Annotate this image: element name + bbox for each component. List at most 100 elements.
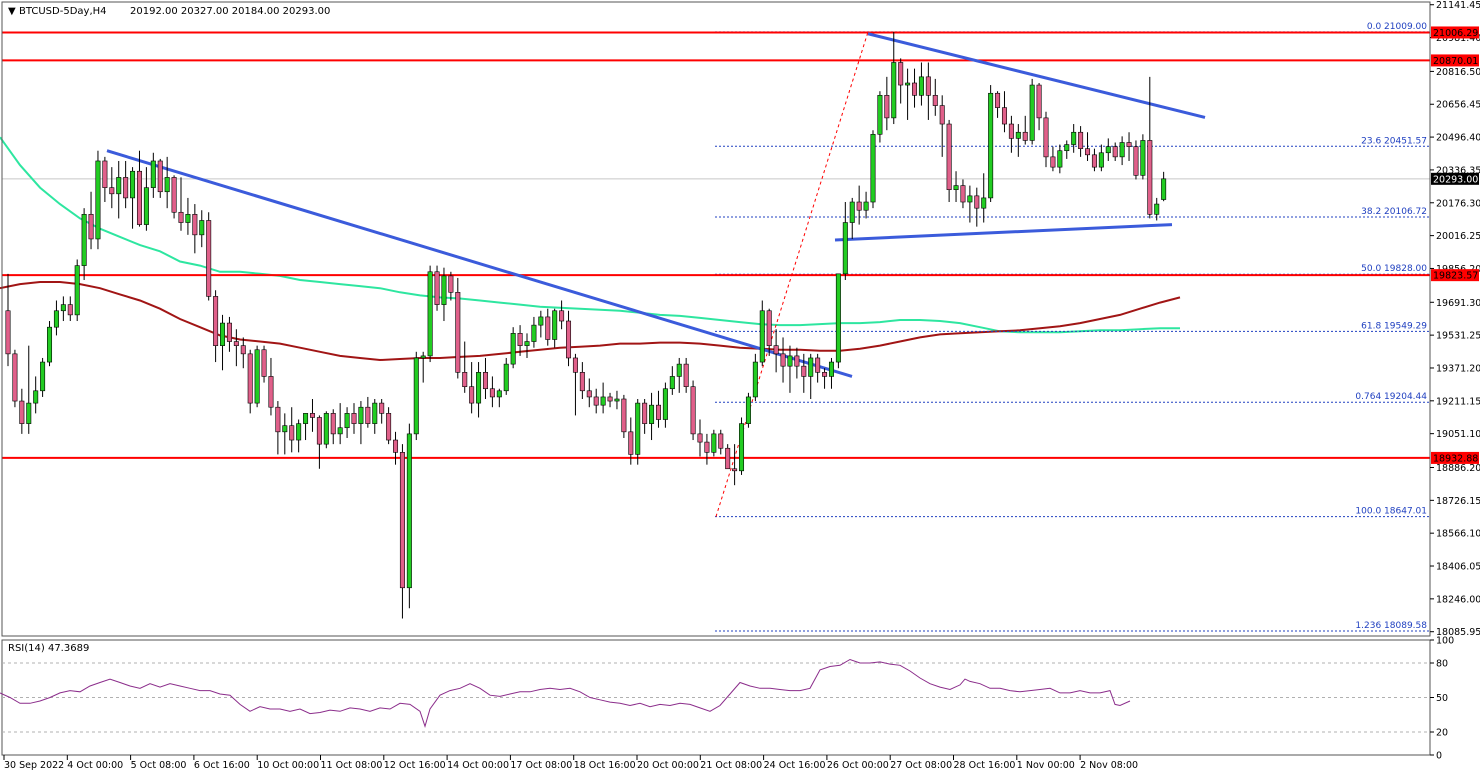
candle-body <box>517 333 523 346</box>
candle-body <box>918 76 924 96</box>
candle-body <box>1029 84 1035 141</box>
fib-level-label: 23.6 20451.57 <box>1361 136 1427 146</box>
time-tick-label: 24 Oct 16:00 <box>764 760 826 771</box>
candle-body <box>725 447 731 470</box>
candle-body <box>130 170 136 199</box>
candle-body <box>655 404 661 420</box>
candle-body <box>351 413 357 424</box>
candle-body <box>434 271 440 305</box>
time-tick-label: 28 Oct 16:00 <box>954 760 1016 771</box>
candle-body <box>538 316 544 326</box>
candle-body <box>150 160 156 188</box>
trendline[interactable] <box>834 223 1173 242</box>
candle-body <box>925 76 931 96</box>
price-tick-label: 18726.15 <box>1436 496 1480 507</box>
time-tick-label: 21 Oct 08:00 <box>700 760 762 771</box>
time-tick-label: 17 Oct 08:00 <box>510 760 572 771</box>
candle-body <box>669 376 675 390</box>
symbol-header: BTCUSD-5Day,H4 <box>19 6 107 17</box>
candle-body <box>469 386 475 404</box>
candle-body <box>47 326 53 363</box>
candle-body <box>780 353 786 367</box>
candle-body <box>676 363 682 377</box>
candle-body <box>614 398 620 402</box>
price-tick-label: 19531.25 <box>1436 331 1480 342</box>
ma-slow-line <box>0 281 1181 362</box>
time-tick-label: 12 Oct 16:00 <box>384 760 446 771</box>
candle-body <box>593 396 599 406</box>
header-arrow-icon[interactable]: ▼ <box>8 6 16 17</box>
candle-body <box>1119 142 1125 158</box>
price-tick-label: 20336.35 <box>1436 165 1480 176</box>
price-pane[interactable]: 0.0 21009.00 23.6 20451.57 38.2 20106.72 50… <box>0 0 1480 638</box>
candle-body <box>939 105 945 125</box>
candle-body <box>226 322 232 342</box>
time-tick-label: 14 Oct 00:00 <box>447 760 509 771</box>
candle-body <box>773 345 779 355</box>
candle-body <box>884 95 890 119</box>
fib-level-label: 61.8 19549.29 <box>1361 321 1427 331</box>
candle-body <box>1091 154 1097 168</box>
price-tick-label: 20176.30 <box>1436 198 1480 209</box>
candle-body <box>309 413 315 418</box>
candle-body <box>344 413 350 429</box>
fib-level-label: 100.0 18647.01 <box>1355 507 1427 517</box>
candle-body <box>732 468 738 472</box>
level-price-badge <box>1431 54 1479 67</box>
level-price-value: 18932.88 <box>1433 453 1478 464</box>
candle-body <box>427 271 433 357</box>
candle-body <box>74 265 80 316</box>
price-tick-label: 18566.10 <box>1436 529 1480 540</box>
candle-body <box>1036 84 1042 119</box>
candle-body <box>745 396 751 424</box>
candle-body <box>53 310 59 328</box>
candle-body <box>254 349 260 404</box>
candle-body <box>386 413 392 441</box>
candle-body <box>586 390 592 398</box>
candle-body <box>164 177 170 193</box>
price-tick-label: 18886.20 <box>1436 463 1480 474</box>
candle-body <box>337 427 343 435</box>
candle-body <box>953 185 959 191</box>
candle-body <box>815 357 821 373</box>
candle-body <box>600 396 606 406</box>
candle-body <box>531 324 537 342</box>
candle-body <box>856 201 862 211</box>
rsi-pane[interactable]: RSI(14) 47.3689 100 80 50 20 0 <box>0 636 1454 762</box>
candle-body <box>545 316 551 340</box>
candle-body <box>379 402 385 414</box>
candle-body <box>199 220 205 236</box>
candle-body <box>503 363 509 392</box>
horizontal-levels[interactable] <box>2 31 1430 459</box>
candle-body <box>372 402 378 424</box>
candle-body <box>1050 156 1056 168</box>
candle-body <box>835 273 841 363</box>
candle-body <box>268 376 274 408</box>
level-price-badge <box>1431 26 1479 39</box>
time-tick-label: 5 Oct 08:00 <box>131 760 187 771</box>
candle-body <box>1133 146 1139 176</box>
candle-body <box>960 185 966 203</box>
price-axis[interactable]: 21141.45 20981.40 20816.50 20656.45 20496.40… <box>1430 0 1480 638</box>
trendline[interactable] <box>106 149 853 378</box>
trendline[interactable] <box>867 32 1206 119</box>
trendlines[interactable] <box>106 32 1206 378</box>
candle-body <box>81 214 87 266</box>
candle-body <box>303 413 309 424</box>
candle-body <box>863 201 869 211</box>
candle-body <box>766 310 772 346</box>
price-tick-label: 19691.30 <box>1436 298 1480 309</box>
price-pane-border <box>1 1 1431 637</box>
candle-body <box>967 195 973 203</box>
time-tick-label: 18 Oct 16:00 <box>574 760 636 771</box>
price-tick-label: 20816.50 <box>1436 67 1480 78</box>
level-price-value: 21006.29 <box>1433 28 1478 39</box>
time-tick-label: 10 Oct 00:00 <box>257 760 319 771</box>
time-tick-label: 27 Oct 08:00 <box>890 760 952 771</box>
candle-body <box>1078 131 1084 149</box>
candle-body <box>233 341 239 346</box>
rsi-levels <box>2 662 1430 733</box>
candle-body <box>808 357 814 377</box>
candle-body <box>60 304 66 312</box>
